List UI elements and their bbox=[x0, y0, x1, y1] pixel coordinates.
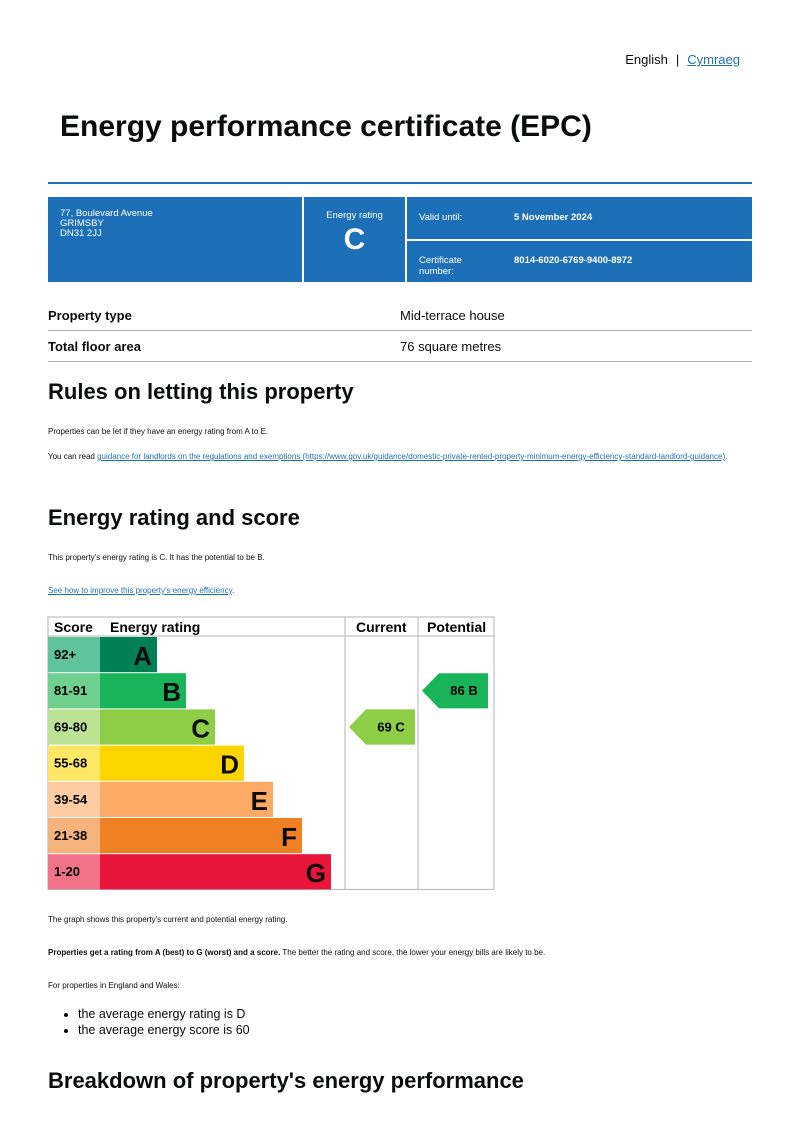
current-rating-label: 69 C bbox=[377, 719, 405, 734]
certificate-box: Certificate number: 8014-6020-6769-9400-… bbox=[407, 241, 752, 282]
band-d bbox=[100, 745, 244, 781]
lang-cymraeg-link[interactable]: Cymraeg bbox=[687, 52, 740, 67]
address-line: GRIMSBY bbox=[60, 218, 104, 229]
letting-guidance: You can read guidance for landlords on t… bbox=[48, 452, 738, 462]
chart-header: Energy rating bbox=[110, 619, 200, 635]
score-cell bbox=[48, 673, 100, 709]
improve-link-wrap: See how to improve this property's energ… bbox=[48, 586, 234, 595]
band-f bbox=[100, 818, 302, 854]
band-letter: B bbox=[162, 677, 181, 707]
score-range: 81-91 bbox=[54, 683, 87, 698]
rating-explanation-bold: Properties get a rating from A (best) to… bbox=[48, 948, 281, 957]
band-letter: G bbox=[306, 858, 326, 888]
property-type-row: Property type Mid-terrace house bbox=[48, 300, 752, 331]
band-g bbox=[100, 854, 331, 890]
current-rating-arrow bbox=[349, 709, 415, 745]
rating-text: This property's energy rating is C. It h… bbox=[48, 553, 265, 562]
score-cell bbox=[48, 745, 100, 781]
score-cell bbox=[48, 854, 100, 890]
lang-english: English bbox=[625, 52, 668, 67]
average-list: the average energy rating is D the avera… bbox=[58, 1006, 250, 1038]
guidance-pre: You can read bbox=[48, 452, 98, 461]
breakdown-heading: Breakdown of property's energy performan… bbox=[48, 1068, 524, 1093]
separator: | bbox=[675, 52, 680, 67]
cert-label: Certificate number: bbox=[419, 255, 462, 277]
score-range: 92+ bbox=[54, 647, 76, 662]
band-letter: A bbox=[133, 641, 152, 671]
chart-header: Score bbox=[54, 619, 93, 635]
floor-area-label: Total floor area bbox=[48, 339, 141, 354]
band-letter: D bbox=[220, 750, 239, 780]
improve-link[interactable]: See how to improve this property's energ… bbox=[48, 586, 232, 595]
address-line: DN31 2JJ bbox=[60, 228, 102, 239]
letting-heading: Rules on letting this property bbox=[48, 379, 354, 404]
guidance-link[interactable]: guidance for landlords on the regulation… bbox=[97, 452, 726, 461]
chart-header: Potential bbox=[427, 619, 486, 635]
score-range: 55-68 bbox=[54, 756, 87, 771]
score-range: 21-38 bbox=[54, 828, 87, 843]
band-a bbox=[100, 637, 157, 673]
rating-explanation: Properties get a rating from A (best) to… bbox=[48, 948, 545, 957]
rating-label: Energy rating bbox=[326, 210, 383, 221]
property-type-label: Property type bbox=[48, 308, 132, 323]
cert-value: 8014-6020-6769-9400-8972 bbox=[514, 255, 633, 266]
property-type-value: Mid-terrace house bbox=[400, 308, 505, 323]
band-b bbox=[100, 673, 186, 709]
rating-explanation-rest: The better the rating and score, the low… bbox=[280, 948, 546, 957]
band-c bbox=[100, 709, 215, 745]
valid-until-box: Valid until: 5 November 2024 bbox=[407, 197, 752, 239]
average-rating: the average energy rating is D bbox=[78, 1006, 250, 1022]
letting-text: Properties can be let if they have an en… bbox=[48, 427, 269, 436]
score-cell bbox=[48, 781, 100, 817]
score-cell bbox=[48, 818, 100, 854]
score-cell bbox=[48, 709, 100, 745]
average-intro: For properties in England and Wales: bbox=[48, 981, 180, 990]
language-switcher: English | Cymraeg bbox=[625, 52, 740, 67]
potential-rating-label: 86 B bbox=[450, 683, 477, 698]
floor-area-row: Total floor area 76 square metres bbox=[48, 331, 752, 362]
band-letter: C bbox=[191, 713, 210, 743]
valid-value: 5 November 2024 bbox=[514, 212, 593, 223]
title-rule bbox=[48, 182, 752, 184]
score-range: 69-80 bbox=[54, 719, 87, 734]
potential-rating-arrow bbox=[422, 673, 488, 709]
page-title: Energy performance certificate (EPC) bbox=[60, 110, 592, 143]
address-line: 77, Boulevard Avenue bbox=[60, 208, 153, 219]
average-score: the average energy score is 60 bbox=[78, 1022, 250, 1038]
band-e bbox=[100, 781, 273, 817]
guidance-post: . bbox=[725, 452, 728, 461]
address-box: 77, Boulevard Avenue GRIMSBY DN31 2JJ bbox=[48, 197, 302, 282]
rating-heading: Energy rating and score bbox=[48, 505, 300, 530]
band-letter: F bbox=[281, 822, 297, 852]
rating-box: Energy rating C bbox=[304, 197, 405, 282]
improve-post: . bbox=[232, 586, 235, 595]
score-range: 39-54 bbox=[54, 792, 88, 807]
band-letter: E bbox=[251, 786, 268, 816]
graph-note: The graph shows this property's current … bbox=[48, 915, 288, 924]
score-cell bbox=[48, 637, 100, 673]
floor-area-value: 76 square metres bbox=[400, 339, 502, 354]
rating-letter: C bbox=[343, 223, 366, 256]
valid-label: Valid until: bbox=[419, 212, 463, 223]
score-range: 1-20 bbox=[54, 864, 80, 879]
chart-header: Current bbox=[356, 619, 407, 635]
